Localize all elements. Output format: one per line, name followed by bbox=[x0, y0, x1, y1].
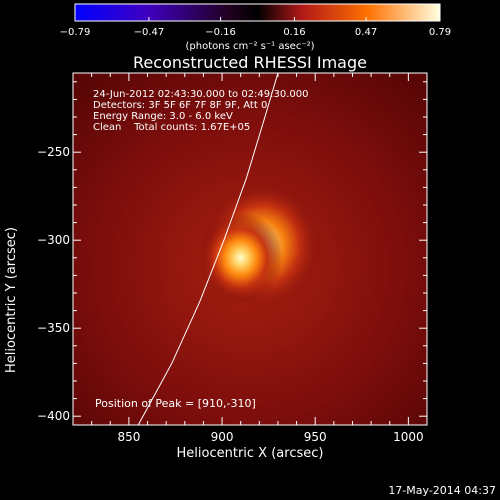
info-clean: Clean Total counts: 1.67E+05 bbox=[93, 122, 251, 133]
y-axis-label: Heliocentric Y (arcsec) bbox=[4, 227, 19, 373]
solar-limb-curve bbox=[137, 72, 279, 426]
colorbar-gradient bbox=[74, 3, 441, 22]
colorbar-tick-label: 0.16 bbox=[283, 27, 306, 38]
y-tick-label: −300 bbox=[37, 233, 70, 248]
colorbar-tick-label: 0.79 bbox=[428, 27, 452, 38]
info-detectors: Detectors: 3F 5F 6F 7F 8F 9F, Att 0 bbox=[93, 100, 268, 111]
colorbar-units: (photons cm⁻² s⁻¹ asec⁻²) bbox=[185, 41, 315, 52]
info-energy: Energy Range: 3.0 - 6.0 keV bbox=[93, 111, 233, 122]
x-tick-label: 1000 bbox=[393, 430, 424, 444]
colorbar-tick-label: −0.79 bbox=[59, 27, 91, 38]
colorbar bbox=[74, 3, 441, 22]
colorbar-tick-label: −0.16 bbox=[205, 27, 236, 38]
chart-title: Reconstructed RHESSI Image bbox=[133, 53, 367, 72]
plot-frame bbox=[72, 72, 428, 426]
y-tick-label: −400 bbox=[37, 409, 70, 424]
colorbar-tick-label: 0.47 bbox=[354, 27, 378, 38]
x-tick-label: 950 bbox=[303, 430, 327, 444]
colorbar-tick-label: −0.47 bbox=[133, 27, 165, 38]
y-tick-label: −250 bbox=[37, 145, 70, 160]
x-tick-label: 850 bbox=[117, 430, 141, 444]
x-tick-label: 900 bbox=[210, 430, 234, 444]
info-time: 24-Jun-2012 02:43:30.000 to 02:49:30.000 bbox=[93, 89, 309, 100]
x-axis-label: Heliocentric X (arcsec) bbox=[176, 446, 324, 461]
timestamp: 17-May-2014 04:37 bbox=[388, 484, 496, 497]
peak-position: Position of Peak = [910,-310] bbox=[95, 397, 256, 410]
emission-peak bbox=[198, 211, 283, 304]
y-tick-label: −350 bbox=[37, 321, 70, 336]
